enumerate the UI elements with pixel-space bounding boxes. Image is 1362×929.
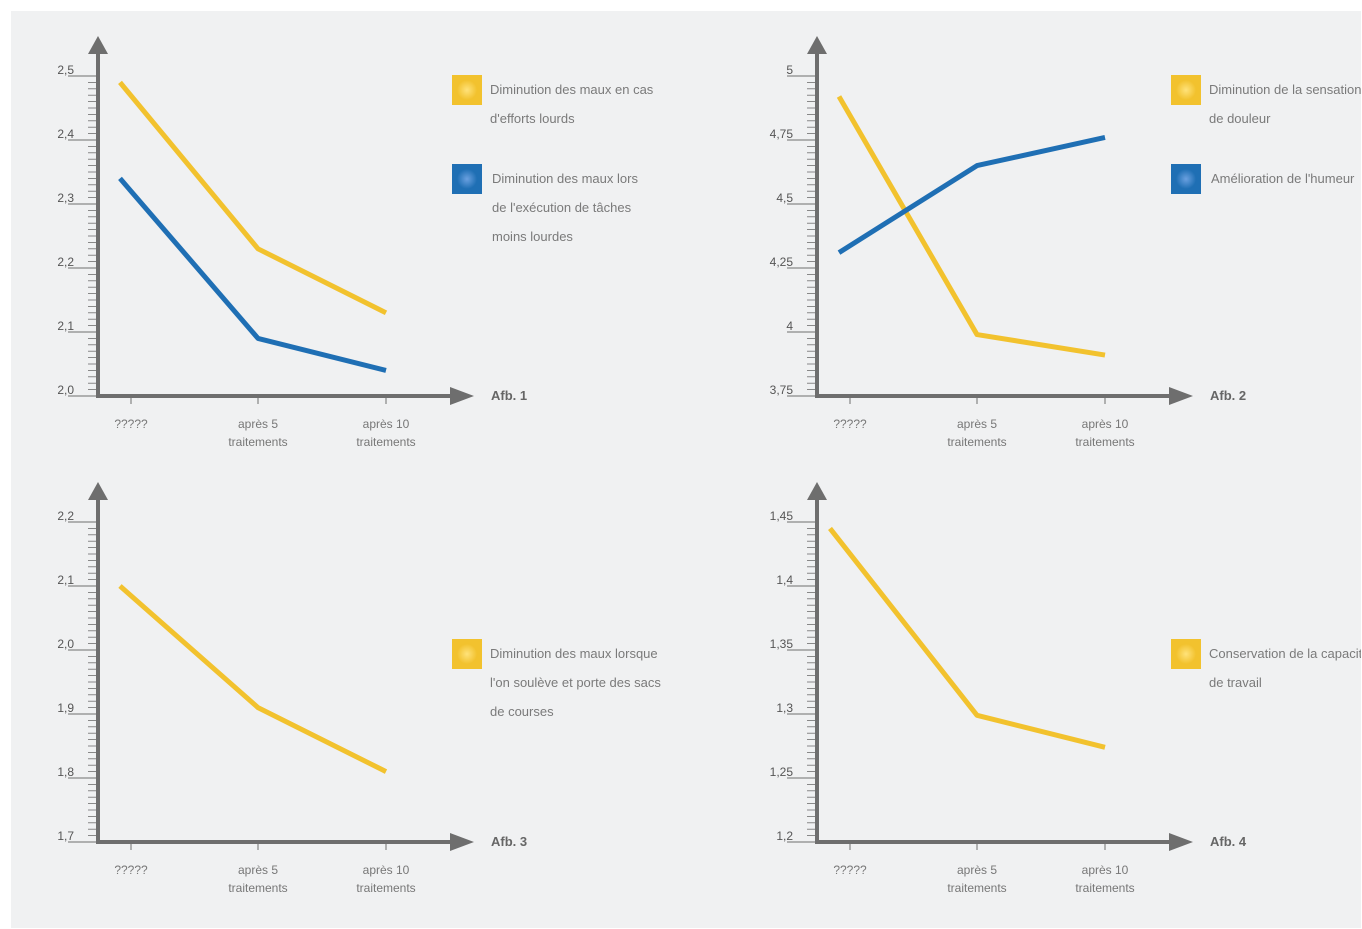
y-axis-arrow [88, 482, 108, 500]
legend-text: Amélioration de l'humeur [1211, 171, 1355, 186]
legend: Diminution de la sensation de douleur Amél… [1171, 75, 1361, 194]
legend-swatch-dot [1176, 169, 1196, 189]
y-tick-label: 1,7 [57, 829, 74, 843]
y-tick-label: 1,35 [770, 637, 794, 651]
y-axis-arrow [88, 36, 108, 54]
y-tick-label: 1,45 [770, 509, 794, 523]
legend-text: Conservation de la capacité [1209, 646, 1361, 661]
y-tick-label: 2,1 [57, 319, 74, 333]
y-tick-label: 1,25 [770, 765, 794, 779]
chart-3: 1,7 1,8 1,9 2,0 2,1 2,2????? après 5 traitement… [57, 482, 661, 895]
legend-text: Diminution de la sensation [1209, 82, 1361, 97]
y-tick-label: 3,75 [770, 383, 794, 397]
series-line-blue [837, 134, 1106, 255]
plot-stripes [825, 75, 1162, 392]
x-tick-label: après 5 [238, 417, 278, 431]
x-axis-arrow [450, 833, 474, 851]
y-tick-label: 4,25 [770, 255, 794, 269]
legend-swatch-dot [1176, 80, 1196, 100]
x-tick-label: ????? [114, 417, 148, 431]
legend-swatch-dot [457, 169, 477, 189]
y-axis-arrow [807, 482, 827, 500]
figure-label: Afb. 1 [491, 388, 527, 403]
y-tick-label: 4 [786, 319, 793, 333]
series-line-yellow [836, 95, 1106, 358]
series-line-yellow [118, 584, 388, 774]
charts-svg: 2,0 2,1 2,2 2,3 2,4 2,5????? après 5 traitement… [57, 36, 1361, 895]
x-axis-arrow [1169, 387, 1193, 405]
y-tick-label: 5 [786, 63, 793, 77]
y-tick-label: 1,9 [57, 701, 74, 715]
legend-swatch-dot [1176, 644, 1196, 664]
legend: Diminution des maux en cas d'efforts lour… [452, 75, 654, 244]
x-tick-label: ????? [833, 417, 867, 431]
x-axis-arrow [450, 387, 474, 405]
legend-text: de courses [490, 704, 554, 719]
x-tick-label: traitements [947, 881, 1006, 895]
x-tick-label: ????? [114, 863, 148, 877]
x-tick-label: traitements [356, 435, 415, 449]
y-tick-label: 4,75 [770, 127, 794, 141]
y-tick-label: 2,2 [57, 509, 74, 523]
series-line-blue [118, 176, 387, 373]
x-tick-label: après 5 [957, 417, 997, 431]
legend-text: Diminution des maux lorsque [490, 646, 658, 661]
x-axis-arrow [1169, 833, 1193, 851]
chart-4: 1,2 1,25 1,3 1,35 1,4 1,45????? après 5 traitem… [770, 482, 1361, 895]
figure-label: Afb. 4 [1210, 834, 1247, 849]
plot-stripes [825, 521, 1162, 838]
y-tick-label: 4,5 [776, 191, 793, 205]
legend-text: Diminution des maux en cas [490, 82, 654, 97]
x-tick-label: traitements [1075, 435, 1134, 449]
legend: Conservation de la capacité de travail [1171, 639, 1361, 690]
x-tick-label: traitements [1075, 881, 1134, 895]
y-axis-arrow [807, 36, 827, 54]
figure-label: Afb. 3 [491, 834, 527, 849]
y-tick-label: 2,3 [57, 191, 74, 205]
y-tick-label: 1,4 [776, 573, 793, 587]
y-tick-label: 2,0 [57, 637, 74, 651]
legend-swatch-dot [457, 80, 477, 100]
y-tick-label: 1,3 [776, 701, 793, 715]
x-tick-label: traitements [947, 435, 1006, 449]
chart-2: 3,75 4 4,25 4,5 4,75 5????? après 5 traitements… [770, 36, 1361, 449]
x-tick-label: après 10 [363, 417, 410, 431]
legend: Diminution des maux lorsque l'on soulève … [452, 639, 661, 719]
chart-canvas: 2,0 2,1 2,2 2,3 2,4 2,5????? après 5 traitement… [11, 11, 1361, 928]
x-tick-label: traitements [356, 881, 415, 895]
y-tick-label: 1,8 [57, 765, 74, 779]
series-line-yellow [828, 526, 1106, 750]
figure-label: Afb. 2 [1210, 388, 1246, 403]
legend-text: moins lourdes [492, 229, 573, 244]
x-tick-label: ????? [833, 863, 867, 877]
x-tick-label: traitements [228, 881, 287, 895]
y-tick-label: 1,2 [776, 829, 793, 843]
y-tick-label: 2,2 [57, 255, 74, 269]
y-tick-label: 2,5 [57, 63, 74, 77]
y-tick-label: 2,4 [57, 127, 74, 141]
legend-text: de l'exécution de tâches [492, 200, 632, 215]
y-tick-label: 2,1 [57, 573, 74, 587]
x-tick-label: après 10 [1082, 863, 1129, 877]
x-tick-label: traitements [228, 435, 287, 449]
legend-text: de douleur [1209, 111, 1271, 126]
plot-stripes [106, 521, 443, 838]
legend-text: de travail [1209, 675, 1262, 690]
x-tick-label: après 5 [957, 863, 997, 877]
chart-1: 2,0 2,1 2,2 2,3 2,4 2,5????? après 5 traitement… [57, 36, 654, 449]
legend-text: d'efforts lourds [490, 111, 575, 126]
x-tick-label: après 10 [363, 863, 410, 877]
legend-text: Diminution des maux lors [492, 171, 638, 186]
series-line-yellow [118, 80, 388, 316]
y-tick-label: 2,0 [57, 383, 74, 397]
legend-text: l'on soulève et porte des sacs [490, 675, 661, 690]
x-tick-label: après 10 [1082, 417, 1129, 431]
legend-swatch-dot [457, 644, 477, 664]
x-tick-label: après 5 [238, 863, 278, 877]
